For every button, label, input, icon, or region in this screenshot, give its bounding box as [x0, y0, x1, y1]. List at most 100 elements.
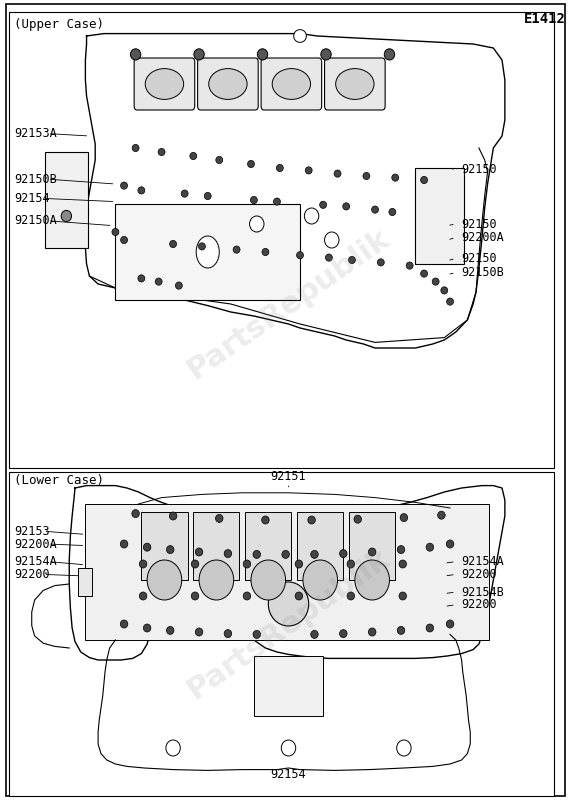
Ellipse shape: [355, 560, 389, 600]
Ellipse shape: [343, 202, 350, 210]
Ellipse shape: [334, 170, 341, 178]
Ellipse shape: [249, 216, 264, 232]
Ellipse shape: [170, 512, 177, 520]
Bar: [85, 504, 489, 640]
Ellipse shape: [325, 254, 332, 261]
Text: 92153A: 92153A: [14, 127, 57, 140]
Ellipse shape: [282, 740, 295, 756]
Ellipse shape: [308, 516, 315, 524]
Ellipse shape: [167, 546, 174, 554]
Text: E1412: E1412: [523, 12, 565, 26]
Ellipse shape: [248, 160, 254, 168]
Bar: [254, 656, 323, 716]
Ellipse shape: [233, 246, 240, 253]
Ellipse shape: [305, 166, 312, 174]
Ellipse shape: [354, 515, 361, 523]
Bar: [115, 204, 300, 300]
Ellipse shape: [397, 546, 404, 554]
Ellipse shape: [140, 560, 147, 568]
Ellipse shape: [447, 620, 454, 628]
Text: 92151: 92151: [271, 470, 306, 483]
Ellipse shape: [336, 69, 374, 99]
Ellipse shape: [406, 262, 413, 269]
Bar: [193, 512, 239, 580]
Ellipse shape: [347, 560, 354, 568]
Bar: [9, 12, 554, 468]
Ellipse shape: [421, 176, 428, 184]
Text: 92153: 92153: [14, 525, 50, 538]
Text: 92154: 92154: [271, 768, 306, 781]
Ellipse shape: [369, 548, 376, 556]
Ellipse shape: [363, 172, 370, 180]
Ellipse shape: [262, 248, 269, 256]
Ellipse shape: [426, 543, 434, 551]
Text: (Upper Case): (Upper Case): [14, 18, 104, 30]
Ellipse shape: [204, 192, 211, 200]
Ellipse shape: [268, 582, 309, 626]
Ellipse shape: [421, 270, 428, 278]
Ellipse shape: [138, 186, 145, 194]
Ellipse shape: [120, 540, 128, 548]
Ellipse shape: [170, 240, 177, 248]
Ellipse shape: [216, 157, 223, 164]
Ellipse shape: [311, 550, 319, 558]
Ellipse shape: [132, 510, 139, 518]
Ellipse shape: [276, 164, 283, 172]
Ellipse shape: [339, 630, 347, 638]
Bar: [141, 512, 188, 580]
Ellipse shape: [216, 514, 223, 522]
Ellipse shape: [324, 232, 339, 248]
Text: 92154B: 92154B: [462, 586, 504, 598]
Ellipse shape: [262, 516, 269, 524]
Ellipse shape: [426, 624, 434, 632]
FancyBboxPatch shape: [261, 58, 322, 110]
Ellipse shape: [447, 540, 454, 548]
Ellipse shape: [61, 210, 72, 222]
Ellipse shape: [166, 740, 180, 756]
Ellipse shape: [143, 543, 151, 551]
Ellipse shape: [140, 592, 147, 600]
Ellipse shape: [397, 740, 411, 756]
Ellipse shape: [392, 174, 399, 182]
Bar: [9, 472, 554, 796]
Ellipse shape: [447, 298, 454, 306]
Ellipse shape: [347, 592, 354, 600]
Ellipse shape: [121, 237, 128, 243]
Text: PartsRepublik: PartsRepublik: [182, 543, 395, 705]
Ellipse shape: [251, 560, 286, 600]
Bar: [245, 512, 291, 580]
Ellipse shape: [339, 550, 347, 558]
Ellipse shape: [272, 69, 310, 99]
Ellipse shape: [253, 550, 260, 558]
Ellipse shape: [130, 49, 141, 60]
Ellipse shape: [400, 514, 407, 522]
Ellipse shape: [257, 49, 268, 60]
Ellipse shape: [224, 630, 231, 638]
Bar: [349, 512, 395, 580]
Ellipse shape: [297, 251, 304, 258]
FancyBboxPatch shape: [324, 58, 385, 110]
Ellipse shape: [143, 624, 151, 632]
Ellipse shape: [194, 49, 204, 60]
Ellipse shape: [155, 278, 162, 286]
Ellipse shape: [243, 592, 250, 600]
Ellipse shape: [441, 286, 448, 294]
Text: 92150A: 92150A: [14, 214, 57, 227]
Ellipse shape: [273, 198, 280, 206]
Bar: [78, 568, 92, 596]
Ellipse shape: [438, 511, 445, 519]
Text: 92154A: 92154A: [14, 555, 57, 568]
Ellipse shape: [175, 282, 182, 290]
Ellipse shape: [369, 628, 376, 636]
Text: (Lower Case): (Lower Case): [14, 474, 104, 486]
Text: 92154: 92154: [14, 192, 50, 205]
Ellipse shape: [195, 628, 203, 636]
Text: 92150B: 92150B: [14, 173, 57, 186]
Ellipse shape: [209, 69, 247, 99]
Ellipse shape: [321, 49, 331, 60]
Ellipse shape: [253, 630, 260, 638]
Ellipse shape: [294, 30, 306, 42]
Ellipse shape: [167, 626, 174, 634]
Ellipse shape: [372, 206, 379, 214]
Ellipse shape: [196, 236, 219, 268]
